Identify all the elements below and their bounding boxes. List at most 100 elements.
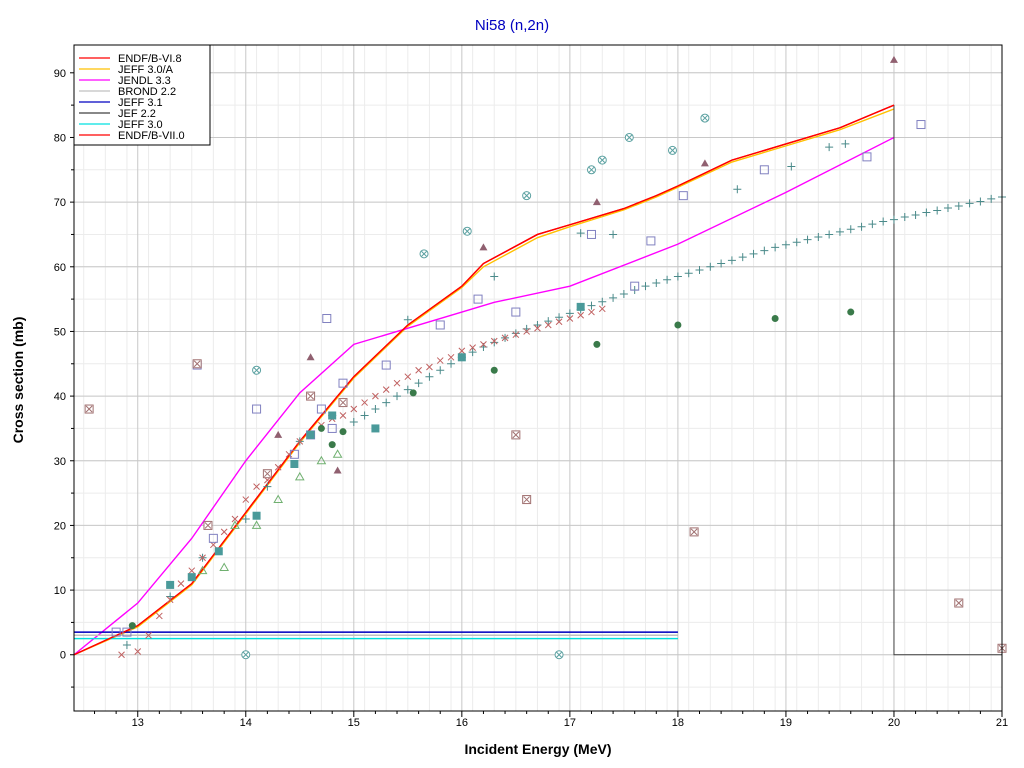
legend-label: ENDF/B-VII.0	[118, 130, 185, 142]
data-point-circle-x-mark	[242, 651, 249, 658]
data-point-filled-square	[214, 547, 223, 556]
data-point-plus	[684, 269, 693, 278]
data-point-x	[372, 392, 379, 400]
data-point-x	[555, 318, 563, 326]
legend-label: JEFF 3.0	[118, 119, 163, 131]
x-tick-label: 18	[672, 717, 684, 729]
data-point-square	[208, 533, 218, 543]
data-point-plus	[425, 372, 434, 381]
data-point-plus	[490, 338, 499, 347]
data-point-filled-circle	[771, 315, 779, 323]
data-point-plus	[447, 359, 456, 368]
data-point-plus	[382, 398, 391, 407]
data-point-square	[759, 165, 769, 175]
data-point-square-x-mark	[690, 528, 698, 536]
data-point-x	[231, 515, 239, 523]
data-point-plus	[641, 282, 650, 291]
y-tick-label: 80	[54, 132, 66, 144]
data-point-plus	[825, 230, 834, 239]
data-point-plus	[976, 197, 985, 206]
data-point-square	[435, 320, 445, 330]
data-point-plus	[933, 206, 942, 215]
data-point-square	[473, 294, 483, 304]
data-point-open-triangle	[316, 455, 327, 465]
data-point-plus	[544, 317, 553, 326]
data-point-x	[166, 596, 174, 604]
data-point-x	[155, 612, 163, 620]
data-point-x	[534, 324, 541, 332]
data-point-square	[511, 307, 521, 317]
data-point-circle-x-mark	[669, 147, 676, 154]
data-point-x	[274, 463, 282, 471]
plot-frame	[73, 44, 1003, 712]
data-point-plus	[749, 249, 758, 258]
data-point-open-triangle	[197, 565, 208, 575]
data-point-x	[426, 363, 433, 371]
data-point-x	[436, 357, 444, 364]
legend-label: JEFF 3.0/A	[118, 64, 174, 76]
data-point-square	[316, 404, 326, 414]
series-line	[73, 136, 895, 656]
y-tick-label: 10	[54, 585, 66, 597]
data-point-plus	[792, 238, 801, 247]
data-point-plus	[760, 246, 769, 255]
data-point-plus	[717, 259, 726, 268]
data-point-circle-x-mark	[599, 157, 606, 163]
data-point-filled-square	[187, 573, 196, 582]
data-point-x	[512, 331, 520, 339]
data-point-plus	[889, 215, 898, 224]
data-point-plus	[803, 235, 812, 244]
data-point-plus	[943, 203, 952, 212]
data-point-open-triangle	[332, 449, 343, 458]
data-point-x	[458, 347, 466, 355]
data-point-open-triangle	[219, 562, 230, 571]
data-point-open-triangle	[294, 471, 305, 481]
data-point-square	[646, 236, 656, 246]
data-point-x	[361, 399, 368, 406]
data-point-x	[188, 567, 196, 575]
data-point-x	[145, 631, 152, 639]
y-tick-label: 70	[54, 197, 66, 209]
data-point-plus	[511, 329, 520, 338]
data-point-plus	[555, 313, 564, 322]
data-point-x	[480, 341, 487, 348]
data-point-plus	[987, 194, 996, 203]
data-point-plus	[706, 262, 715, 271]
data-point-filled-circle	[328, 441, 336, 449]
data-point-circle-x-mark	[556, 651, 562, 658]
data-point-plus	[846, 225, 855, 234]
data-point-square	[862, 152, 872, 162]
data-point-plus	[922, 208, 931, 217]
data-point-plus	[835, 227, 844, 236]
data-point-plus	[598, 297, 607, 306]
x-tick-label: 13	[132, 717, 144, 729]
data-point-x	[469, 344, 476, 351]
data-point-square	[586, 229, 596, 239]
legend-label: JEF 2.2	[118, 108, 156, 120]
data-point-x	[393, 379, 401, 387]
data-point-plus	[900, 212, 909, 221]
data-point-x	[285, 450, 293, 458]
data-point-plus	[841, 139, 850, 148]
data-point-x	[523, 328, 531, 335]
data-point-square-x-mark	[85, 405, 93, 413]
data-point-plus	[241, 514, 250, 523]
data-point-square	[322, 314, 332, 324]
data-point-square	[381, 360, 391, 370]
data-point-plus	[652, 278, 661, 287]
data-point-x	[577, 311, 585, 319]
data-point-plus	[565, 309, 574, 318]
data-point-plus	[695, 266, 704, 275]
data-point-square-x-mark	[523, 496, 531, 503]
data-point-plus	[965, 199, 974, 208]
y-tick-label: 20	[54, 520, 66, 532]
data-point-triangle	[306, 353, 315, 361]
data-point-filled-circle	[847, 308, 855, 316]
y-tick-label: 50	[54, 326, 66, 338]
data-point-x	[544, 321, 552, 329]
data-point-x	[296, 438, 304, 445]
data-point-filled-square	[576, 302, 585, 311]
data-point-plus	[122, 641, 131, 650]
